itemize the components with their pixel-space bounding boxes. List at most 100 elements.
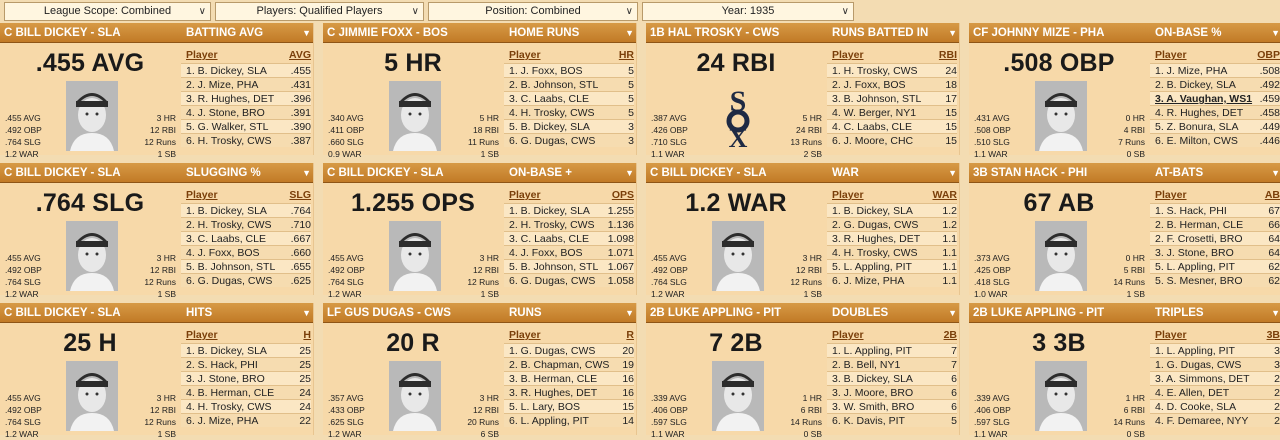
table-row[interactable]: 5. B. Johnson, STL 1.067: [504, 259, 634, 273]
table-row[interactable]: 2. F. Crosetti, BRO 64: [1150, 231, 1280, 245]
table-row[interactable]: 4. C. Laabs, CLE 15: [827, 119, 957, 133]
player-name-link[interactable]: 2B LUKE APPLING - PIT: [650, 307, 782, 319]
table-row[interactable]: 5. L. Appling, PIT 1.1: [827, 259, 957, 273]
table-row[interactable]: 6. H. Trosky, CWS .387: [181, 133, 311, 147]
table-row[interactable]: 6. G. Dugas, CWS 1.058: [504, 273, 634, 287]
table-row[interactable]: 3. J. Stone, BRO 25: [181, 371, 311, 385]
card-menu-icon[interactable]: ▼: [625, 168, 634, 178]
stat-column-header[interactable]: WAR: [932, 189, 958, 201]
player-name-link[interactable]: 2B LUKE APPLING - PIT: [973, 307, 1105, 319]
table-row[interactable]: 2. B. Bell, NY1 7: [827, 357, 957, 371]
table-row[interactable]: 3. B. Herman, CLE 16: [504, 371, 634, 385]
table-row[interactable]: 3. A. Simmons, DET 2: [1150, 371, 1280, 385]
player-column-header[interactable]: Player: [832, 49, 864, 61]
table-row[interactable]: 6. J. Mize, PHA 1.1: [827, 273, 957, 287]
table-row[interactable]: 3. R. Hughes, DET .396: [181, 91, 311, 105]
table-row[interactable]: 1. G. Dugas, CWS 20: [504, 343, 634, 357]
stat-column-header[interactable]: OBP: [1257, 49, 1280, 61]
table-row[interactable]: 6. L. Appling, PIT 14: [504, 413, 634, 427]
table-row[interactable]: 4. H. Trosky, CWS 5: [504, 105, 634, 119]
table-row[interactable]: 1. J. Mize, PHA .508: [1150, 63, 1280, 77]
card-menu-icon[interactable]: ▼: [948, 28, 957, 38]
table-row[interactable]: 5. L. Appling, PIT 62: [1150, 259, 1280, 273]
table-row[interactable]: 3. J. Stone, BRO 64: [1150, 245, 1280, 259]
player-name-link[interactable]: C BILL DICKEY - SLA: [650, 167, 767, 179]
player-column-header[interactable]: Player: [1155, 189, 1187, 201]
stat-column-header[interactable]: H: [303, 329, 311, 341]
table-row[interactable]: 6. G. Dugas, CWS 3: [504, 133, 634, 147]
table-row[interactable]: 3. C. Laabs, CLE 1.098: [504, 231, 634, 245]
table-row[interactable]: 6. J. Moore, CHC 15: [827, 133, 957, 147]
year-dropdown[interactable]: Year: 1935 ∨: [642, 2, 854, 21]
card-menu-icon[interactable]: ▼: [948, 308, 957, 318]
position-dropdown[interactable]: Position: Combined ∨: [428, 2, 638, 21]
table-row[interactable]: 5. L. Lary, BOS 15: [504, 399, 634, 413]
player-column-header[interactable]: Player: [1155, 49, 1187, 61]
table-row[interactable]: 3. W. Smith, BRO 6: [827, 399, 957, 413]
league-scope-dropdown[interactable]: League Scope: Combined ∨: [4, 2, 211, 21]
player-name-link[interactable]: C BILL DICKEY - SLA: [4, 167, 121, 179]
table-row[interactable]: 1. B. Dickey, SLA 1.255: [504, 203, 634, 217]
table-row[interactable]: 1. B. Dickey, SLA .455: [181, 63, 311, 77]
table-row[interactable]: 3. B. Johnson, STL 17: [827, 91, 957, 105]
player-name-link[interactable]: 3B STAN HACK - PHI: [973, 167, 1088, 179]
player-name-link[interactable]: LF GUS DUGAS - CWS: [327, 307, 451, 319]
player-name-link[interactable]: C BILL DICKEY - SLA: [4, 27, 121, 39]
table-row[interactable]: 3. B. Dickey, SLA 6: [827, 371, 957, 385]
table-row[interactable]: 3. A. Vaughan, WS1 .459: [1150, 91, 1280, 105]
table-row[interactable]: 3. R. Hughes, DET 1.1: [827, 231, 957, 245]
card-menu-icon[interactable]: ▼: [1271, 28, 1280, 38]
table-row[interactable]: 2. H. Trosky, CWS 1.136: [504, 217, 634, 231]
player-name-link[interactable]: C JIMMIE FOXX - BOS: [327, 27, 448, 39]
card-menu-icon[interactable]: ▼: [625, 308, 634, 318]
table-row[interactable]: 5. B. Dickey, SLA 3: [504, 119, 634, 133]
players-dropdown[interactable]: Players: Qualified Players ∨: [215, 2, 424, 21]
table-row[interactable]: 4. W. Berger, NY1 15: [827, 105, 957, 119]
table-row[interactable]: 2. J. Foxx, BOS 18: [827, 77, 957, 91]
table-row[interactable]: 1. S. Hack, PHI 67: [1150, 203, 1280, 217]
table-row[interactable]: 2. B. Herman, CLE 66: [1150, 217, 1280, 231]
stat-column-header[interactable]: R: [626, 329, 634, 341]
table-row[interactable]: 5. S. Mesner, BRO 62: [1150, 273, 1280, 287]
table-row[interactable]: 5. G. Walker, STL .390: [181, 119, 311, 133]
table-row[interactable]: 2. G. Dugas, CWS 1.2: [827, 217, 957, 231]
table-row[interactable]: 2. S. Hack, PHI 25: [181, 357, 311, 371]
player-name-link[interactable]: C BILL DICKEY - SLA: [4, 307, 121, 319]
stat-column-header[interactable]: OPS: [611, 189, 634, 201]
player-column-header[interactable]: Player: [832, 189, 864, 201]
card-menu-icon[interactable]: ▼: [1271, 168, 1280, 178]
table-row[interactable]: 6. G. Dugas, CWS .625: [181, 273, 311, 287]
table-row[interactable]: 6. J. Mize, PHA 22: [181, 413, 311, 427]
table-row[interactable]: 1. L. Appling, PIT 3: [1150, 343, 1280, 357]
table-row[interactable]: 6. E. Milton, CWS .446: [1150, 133, 1280, 147]
table-row[interactable]: 6. K. Davis, PIT 5: [827, 413, 957, 427]
stat-column-header[interactable]: 3B: [1266, 329, 1280, 341]
table-row[interactable]: 4. E. Allen, DET 2: [1150, 385, 1280, 399]
player-column-header[interactable]: Player: [1155, 329, 1187, 341]
player-column-header[interactable]: Player: [832, 329, 864, 341]
player-column-header[interactable]: Player: [509, 329, 541, 341]
stat-column-header[interactable]: HR: [618, 49, 634, 61]
table-row[interactable]: 2. B. Johnson, STL 5: [504, 77, 634, 91]
player-name-link[interactable]: 1B HAL TROSKY - CWS: [650, 27, 780, 39]
stat-column-header[interactable]: 2B: [943, 329, 957, 341]
table-row[interactable]: 2. J. Mize, PHA .431: [181, 77, 311, 91]
card-menu-icon[interactable]: ▼: [1271, 308, 1280, 318]
table-row[interactable]: 1. B. Dickey, SLA .764: [181, 203, 311, 217]
table-row[interactable]: 2. H. Trosky, CWS .710: [181, 217, 311, 231]
table-row[interactable]: 1. J. Foxx, BOS 5: [504, 63, 634, 77]
leader-name[interactable]: 3. A. Vaughan, WS1: [1155, 93, 1253, 105]
table-row[interactable]: 2. B. Dickey, SLA .492: [1150, 77, 1280, 91]
card-menu-icon[interactable]: ▼: [625, 28, 634, 38]
player-column-header[interactable]: Player: [186, 189, 218, 201]
table-row[interactable]: 2. B. Chapman, CWS 19: [504, 357, 634, 371]
table-row[interactable]: 4. H. Trosky, CWS 24: [181, 399, 311, 413]
stat-column-header[interactable]: AVG: [289, 49, 311, 61]
table-row[interactable]: 1. G. Dugas, CWS 3: [1150, 357, 1280, 371]
stat-column-header[interactable]: SLG: [289, 189, 311, 201]
card-menu-icon[interactable]: ▼: [302, 168, 311, 178]
table-row[interactable]: 4. J. Foxx, BOS .660: [181, 245, 311, 259]
card-menu-icon[interactable]: ▼: [302, 308, 311, 318]
player-column-header[interactable]: Player: [186, 49, 218, 61]
table-row[interactable]: 4. R. Hughes, DET .458: [1150, 105, 1280, 119]
